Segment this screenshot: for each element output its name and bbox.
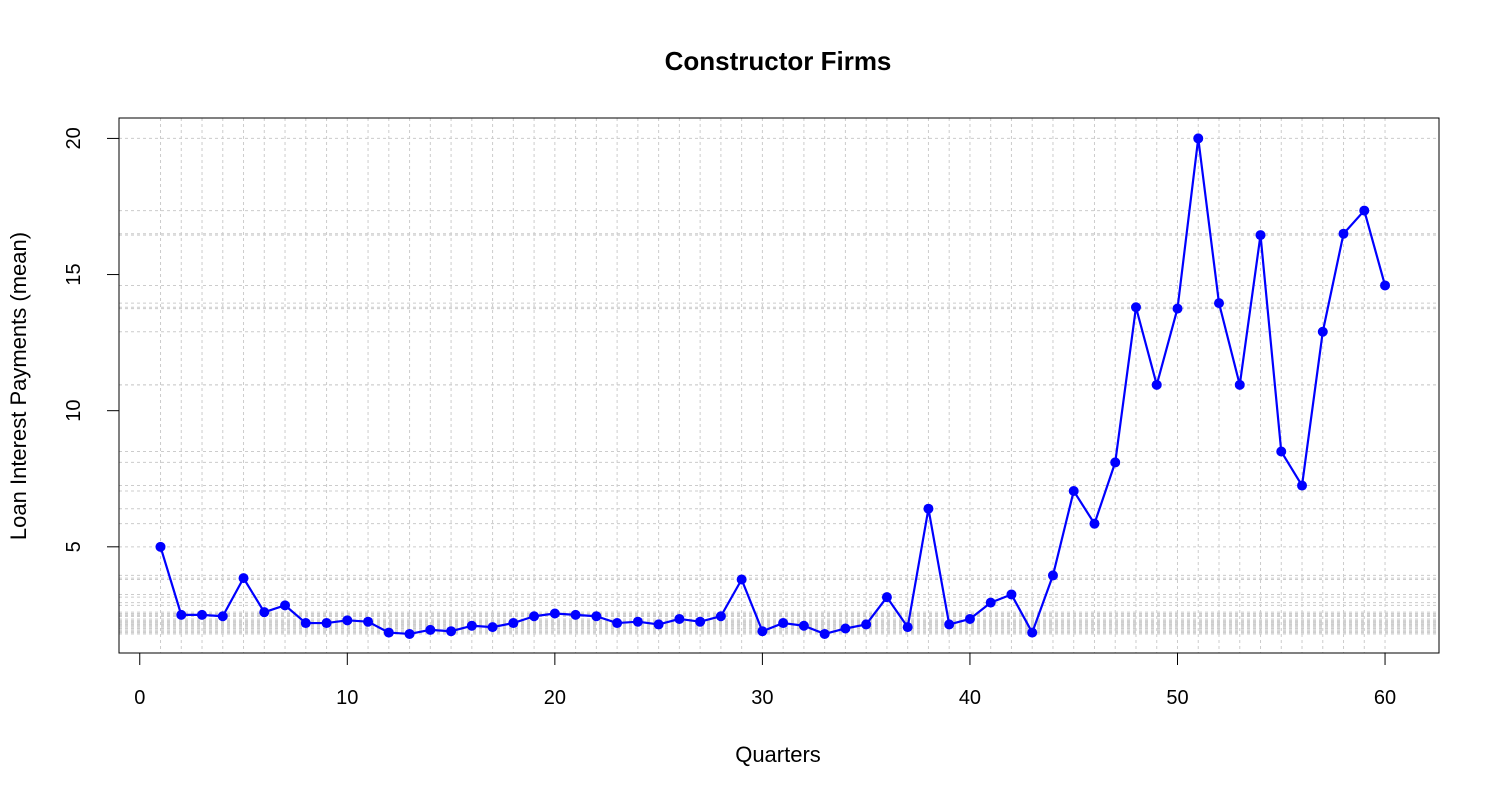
data-point [197, 609, 208, 620]
y-tick-label: 5 [63, 541, 85, 552]
data-point [798, 620, 809, 631]
data-point [632, 616, 643, 627]
data-point [280, 600, 291, 611]
data-point [570, 609, 581, 620]
data-point [944, 619, 955, 630]
data-point [363, 616, 374, 627]
y-tick-label: 15 [63, 263, 85, 285]
chart-title: Constructor Firms [665, 46, 892, 76]
data-point [612, 618, 623, 629]
y-tick-label: 20 [63, 127, 85, 149]
series-line [159, 137, 1387, 636]
data-point [757, 626, 768, 637]
data-point [1193, 133, 1204, 144]
x-tick-label: 0 [134, 687, 145, 709]
data-point [1006, 589, 1017, 600]
data-point [1151, 379, 1162, 390]
data-point [653, 619, 664, 630]
x-tick-label: 20 [544, 687, 566, 709]
data-point [1317, 326, 1328, 337]
data-point [1110, 457, 1121, 468]
data-point [819, 628, 830, 639]
data-point [1068, 486, 1079, 497]
data-point [923, 503, 934, 514]
data-point [238, 573, 249, 584]
data-point [176, 609, 187, 620]
y-axis-label: Loan Interest Payments (mean) [6, 232, 31, 540]
x-axis: 0 10 20 30 40 50 60 [134, 653, 1396, 709]
data-point [446, 626, 457, 637]
data-point [529, 611, 540, 622]
plot-frame [118, 117, 1440, 654]
data-point [300, 618, 311, 629]
data-point [964, 613, 975, 624]
data-point [840, 623, 851, 634]
data-point [902, 622, 913, 633]
x-axis-label: Quarters [735, 742, 821, 767]
data-point [778, 618, 789, 629]
data-point [404, 628, 415, 639]
x-tick-label: 10 [336, 687, 358, 709]
x-tick-label: 40 [959, 687, 981, 709]
data-point [1089, 518, 1100, 529]
data-point [259, 607, 270, 618]
data-point [861, 619, 872, 630]
data-point [985, 597, 996, 608]
x-tick-label: 60 [1374, 687, 1396, 709]
data-point [1172, 303, 1183, 314]
data-point [1380, 280, 1391, 291]
data-point [715, 611, 726, 622]
data-point [1214, 298, 1224, 309]
data-point [155, 541, 166, 552]
data-point [674, 613, 685, 624]
data-point [1255, 230, 1266, 241]
data-point [342, 615, 353, 626]
data-point [1338, 228, 1349, 239]
y-axis: 5 10 15 20 [63, 127, 119, 552]
x-tick-label: 30 [751, 687, 773, 709]
data-point [321, 618, 332, 629]
data-point [1297, 480, 1308, 491]
data-point [695, 616, 706, 627]
data-point [466, 620, 477, 631]
data-point [1276, 446, 1287, 457]
data-point [217, 611, 228, 622]
grid [119, 118, 1439, 653]
data-point [425, 624, 436, 635]
data-point [736, 574, 747, 585]
y-tick-label: 10 [63, 400, 85, 422]
data-point [383, 627, 394, 638]
data-point [591, 611, 602, 622]
data-point [487, 622, 498, 633]
data-point [1359, 205, 1370, 216]
data-point [508, 618, 519, 629]
data-point [1234, 379, 1245, 390]
x-tick-label: 50 [1166, 687, 1188, 709]
data-point [881, 592, 892, 603]
data-point [1047, 570, 1058, 581]
data-point [1027, 627, 1038, 638]
series-layer [155, 133, 1391, 639]
data-point [1130, 302, 1141, 313]
data-point [549, 608, 560, 619]
